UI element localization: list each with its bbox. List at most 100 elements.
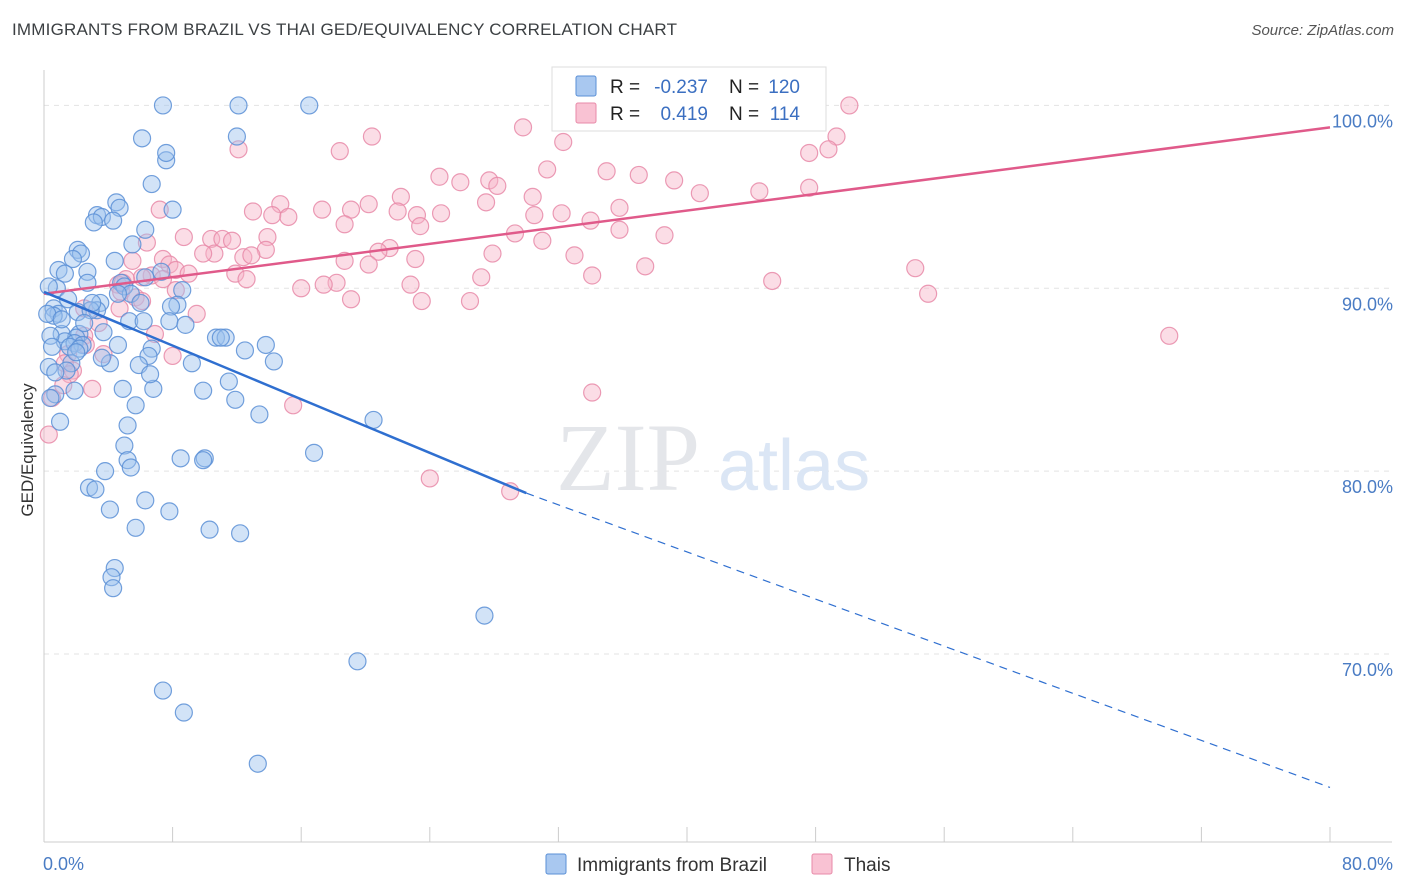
- brazil-point: [231, 524, 250, 543]
- brazil-point: [144, 379, 163, 398]
- brazil-point: [229, 96, 248, 115]
- thai-point: [827, 127, 846, 146]
- brazil-point: [65, 381, 84, 400]
- thai-point: [636, 257, 655, 276]
- thai-point: [597, 162, 616, 181]
- brazil-point: [194, 451, 213, 470]
- brazil-point: [160, 502, 179, 521]
- thai-point: [763, 271, 782, 291]
- legend-swatch-thai: [811, 853, 833, 875]
- brazil-point: [104, 579, 123, 598]
- axes: [43, 70, 1392, 843]
- brazil-r-label: R =: [610, 77, 640, 98]
- stats-legend: R = -0.237 N = 120 R = 0.419 N = 114: [551, 66, 827, 132]
- thai-point: [163, 346, 182, 366]
- brazil-point: [75, 313, 94, 333]
- brazil-point: [161, 297, 181, 316]
- brazil-point: [194, 381, 213, 400]
- brazil-point: [248, 754, 267, 773]
- thai-point: [330, 142, 349, 161]
- brazil-point: [126, 518, 145, 537]
- brazil-point: [152, 262, 171, 281]
- brazil-point: [475, 606, 494, 625]
- thai-point: [565, 246, 584, 265]
- brazil-n-label: N =: [729, 77, 759, 98]
- brazil-point: [126, 396, 145, 415]
- thai-point: [110, 299, 129, 318]
- thai-point: [263, 206, 282, 225]
- brazil-point: [79, 478, 99, 497]
- thai-point: [420, 469, 439, 488]
- brazil-point: [132, 129, 152, 148]
- brazil-point: [46, 363, 65, 382]
- brazil-point: [348, 652, 367, 671]
- brazil-point: [157, 143, 176, 163]
- thai-point: [123, 251, 142, 270]
- brazil-point: [300, 96, 319, 115]
- thai-point: [237, 270, 256, 289]
- thai-point: [460, 291, 480, 311]
- brazil-point: [206, 328, 226, 347]
- thai-point: [359, 195, 378, 214]
- brazil-point: [52, 310, 71, 329]
- brazil-point: [219, 372, 238, 391]
- thai-point: [513, 118, 533, 137]
- thai-point: [411, 217, 430, 236]
- thai-point: [655, 226, 674, 245]
- thai-point: [150, 200, 169, 219]
- brazil-point: [140, 365, 160, 384]
- brazil-point: [118, 416, 137, 435]
- brazil-point: [153, 681, 173, 700]
- thai-point: [406, 249, 425, 269]
- brazil-point: [86, 480, 105, 499]
- thai-point: [451, 173, 470, 192]
- brazil-point: [42, 337, 62, 356]
- brazil-point: [176, 315, 195, 334]
- x-tick-label-max: 80.0%: [1342, 854, 1393, 874]
- thai-point: [800, 178, 819, 197]
- brazil-point: [121, 458, 140, 477]
- thai-point: [222, 231, 242, 250]
- thai-point: [430, 167, 449, 186]
- thai-point: [314, 275, 333, 294]
- thai-trend-line: [43, 126, 1331, 296]
- thai-point: [581, 211, 600, 230]
- thai-point: [401, 275, 420, 294]
- brazil-point: [226, 390, 245, 409]
- brazil-point: [304, 443, 324, 462]
- brazil-point: [160, 312, 179, 331]
- thai-point: [525, 206, 544, 225]
- thai-point: [83, 379, 102, 398]
- brazil-point: [105, 251, 124, 270]
- brazil-point: [55, 264, 74, 283]
- thai-point: [279, 207, 298, 227]
- y-tick-label: 70.0%: [1342, 660, 1393, 680]
- brazil-point: [264, 352, 283, 371]
- brazil-point: [57, 361, 76, 380]
- thai-point: [362, 127, 382, 146]
- thai-legend-swatch: [575, 102, 597, 124]
- y-tick-label: 100.0%: [1332, 111, 1393, 131]
- thai-point: [391, 187, 410, 206]
- brazil-point: [107, 193, 126, 212]
- brazil-point: [235, 341, 255, 360]
- brazil-point: [95, 462, 115, 481]
- thai-point: [819, 140, 838, 159]
- thai-point: [194, 244, 213, 263]
- brazil-point: [92, 348, 111, 367]
- watermark: ZIP atlas: [556, 404, 870, 511]
- thai-point: [1160, 326, 1179, 345]
- thai-point: [750, 182, 769, 201]
- thai-point: [840, 96, 859, 115]
- thai-point: [174, 227, 193, 247]
- brazil-point: [41, 388, 60, 408]
- brazil-point: [136, 220, 155, 239]
- brazil-point: [227, 127, 246, 146]
- thai-point: [665, 171, 684, 190]
- brazil-point: [211, 328, 230, 347]
- brazil-point: [157, 151, 176, 170]
- brazil-n-value: 120: [768, 77, 800, 98]
- brazil-point: [100, 500, 120, 519]
- brazil-points: [38, 96, 494, 773]
